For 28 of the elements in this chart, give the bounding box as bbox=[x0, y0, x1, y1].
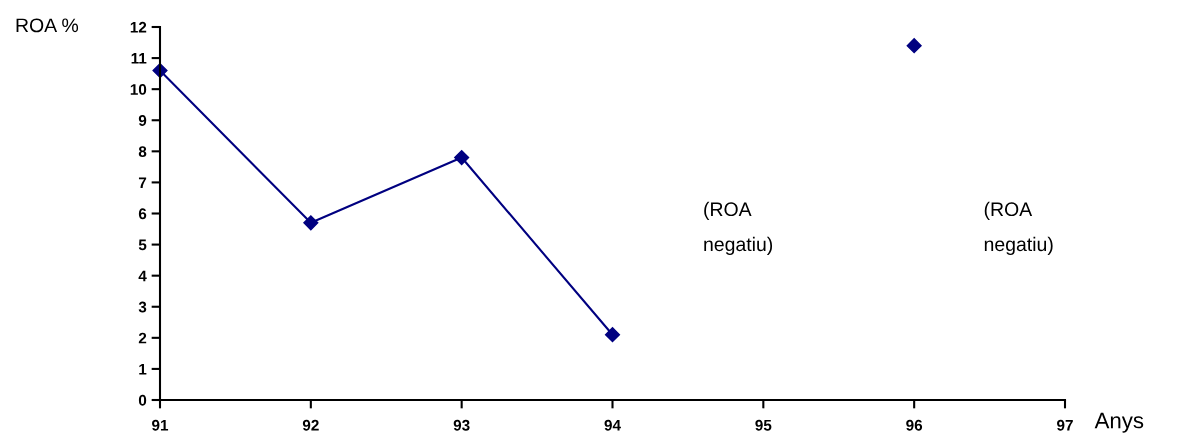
y-tick-label: 4 bbox=[138, 270, 147, 282]
y-tick-label: 9 bbox=[138, 115, 147, 126]
annotation: (ROA negatiu) bbox=[984, 201, 1053, 255]
x-tick-label: 91 bbox=[152, 419, 169, 431]
x-tick-label: 92 bbox=[302, 419, 319, 431]
x-tick-label: 96 bbox=[906, 419, 923, 431]
y-tick-label: 10 bbox=[130, 84, 147, 95]
point bbox=[454, 149, 470, 166]
y-tick-label: 8 bbox=[138, 146, 147, 158]
x-tick-label: 97 bbox=[1057, 419, 1073, 431]
y-tick-label: 0 bbox=[138, 394, 147, 406]
y-tick-label: 5 bbox=[138, 239, 147, 251]
y-tick-label: 3 bbox=[138, 301, 147, 313]
y-tick-label: 2 bbox=[138, 332, 147, 344]
point bbox=[906, 38, 922, 54]
x-axis-title: Anys bbox=[1094, 412, 1144, 433]
point bbox=[604, 327, 621, 343]
y-tick-label: 11 bbox=[131, 53, 147, 64]
y-tick-label: 6 bbox=[138, 208, 147, 220]
x-tick-label: 93 bbox=[453, 419, 470, 431]
point bbox=[303, 215, 319, 231]
annotation: (ROA negatiu) bbox=[704, 201, 773, 255]
y-tick-label: 1 bbox=[139, 363, 147, 375]
y-axis-title: ROA % bbox=[16, 18, 79, 33]
y-tick-label: 7 bbox=[138, 177, 147, 188]
x-tick-label: 94 bbox=[604, 419, 621, 431]
y-tick-label: 12 bbox=[130, 21, 147, 33]
x-tick-label: 95 bbox=[755, 419, 772, 431]
